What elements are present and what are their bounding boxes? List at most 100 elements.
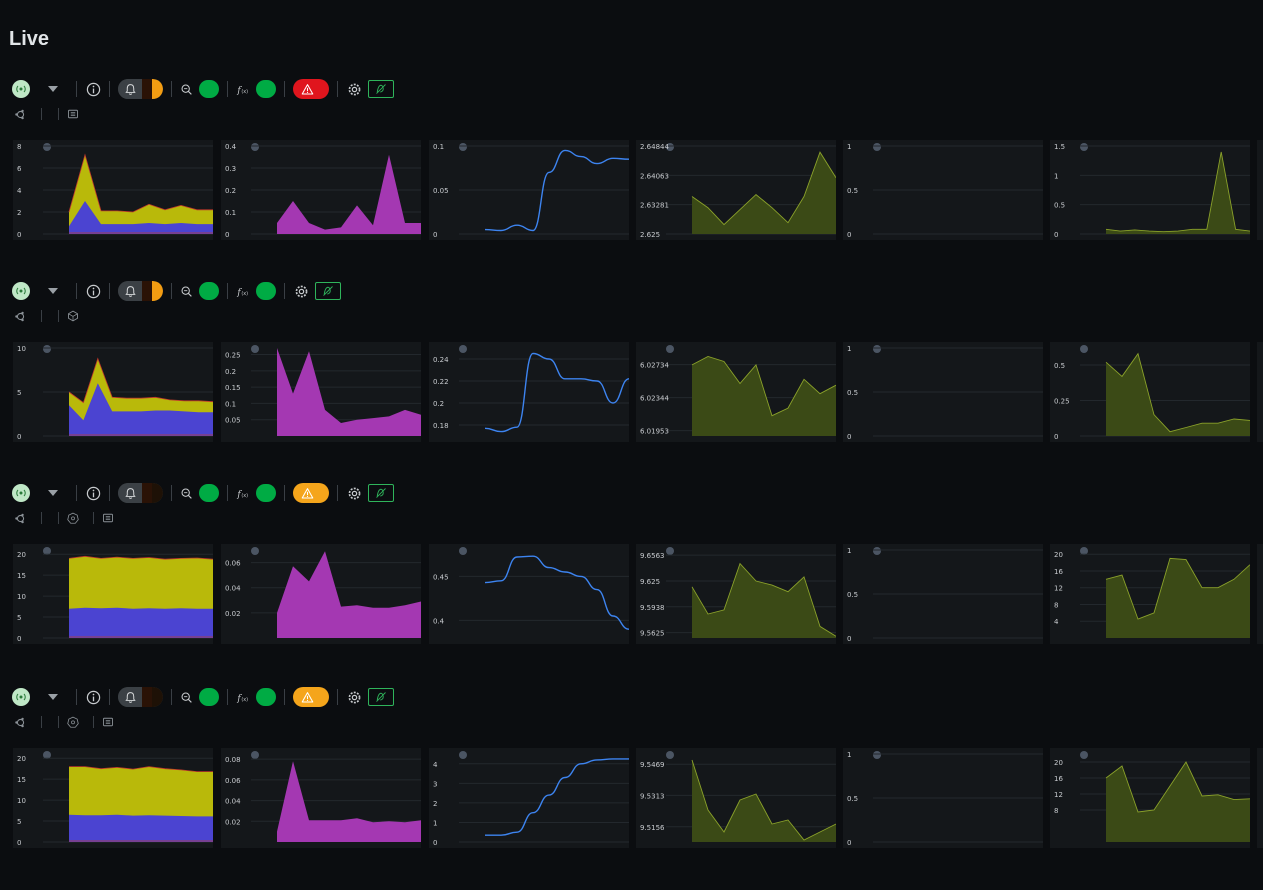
y-tick-label: 0.24 — [433, 356, 449, 364]
status-badge[interactable] — [293, 79, 329, 99]
chart-disk[interactable]: 20 16 12 8 4 — [1050, 544, 1250, 644]
functions-toggle[interactable] — [256, 80, 276, 98]
divider — [337, 81, 338, 97]
functions-toggle-group: f (x) — [236, 282, 276, 300]
divider — [284, 81, 285, 97]
chart-mem[interactable]: 9.6563 9.625 9.5938 9.5625 — [636, 544, 836, 644]
ubuntu-logo-icon — [15, 717, 25, 727]
function-icon: f (x) — [236, 693, 248, 703]
divider — [109, 689, 110, 705]
y-tick-label: 0.02 — [225, 818, 241, 826]
node-info-line — [14, 510, 120, 526]
chart-swap[interactable]: 1 0.5 0 — [843, 342, 1043, 442]
info-button[interactable] — [85, 81, 101, 97]
tag-icon — [67, 716, 79, 728]
health-toggle[interactable] — [199, 484, 219, 502]
chart-cpu[interactable]: 20 15 10 5 0 — [13, 544, 213, 644]
chart-iowait[interactable]: 0.4 0.3 0.2 0.1 0 — [221, 140, 421, 240]
info-icon — [86, 690, 100, 704]
chart-load[interactable]: 0.1 0.05 0 — [429, 140, 629, 240]
y-tick-label: 16 — [1054, 775, 1063, 783]
netdata-badge — [873, 345, 881, 353]
netdata-badge — [251, 547, 259, 555]
health-toggle[interactable] — [199, 688, 219, 706]
divider — [171, 81, 172, 97]
netdata-badge — [1080, 143, 1088, 151]
settings-button[interactable] — [346, 81, 362, 97]
functions-toggle[interactable] — [256, 484, 276, 502]
chart-disk[interactable]: 1.5 1 0.5 0 — [1050, 140, 1250, 240]
anomaly-button[interactable] — [368, 484, 394, 502]
alarms-counter[interactable] — [118, 281, 163, 301]
alarms-counter[interactable] — [118, 79, 163, 99]
functions-toggle[interactable] — [256, 282, 276, 300]
warning-alarm-count — [152, 687, 163, 707]
chart-cpu[interactable]: 10 5 0 — [13, 342, 213, 442]
anomaly-button[interactable] — [368, 688, 394, 706]
y-tick-label: 2 — [433, 800, 437, 808]
chevron-down-icon[interactable] — [48, 86, 58, 92]
chart-disk[interactable]: 20 16 12 8 — [1050, 748, 1250, 848]
chart-mem[interactable]: 6.02734 6.02344 6.01953 — [636, 342, 836, 442]
y-tick-label: 0.06 — [225, 560, 241, 568]
cpu-system-area — [69, 201, 213, 234]
kubernetes-icon — [67, 512, 79, 524]
chart-iowait[interactable]: 0.06 0.04 0.02 — [221, 544, 421, 644]
anomaly-button[interactable] — [315, 282, 341, 300]
chart-swap[interactable]: 1 0.5 0 — [843, 748, 1043, 848]
chart-load[interactable]: 4 3 2 1 0 — [429, 748, 629, 848]
settings-button[interactable] — [293, 283, 309, 299]
y-tick-label: 0.15 — [225, 384, 241, 392]
chart-svg: 8 6 4 2 0 — [17, 143, 213, 239]
divider — [109, 485, 110, 501]
divider — [41, 310, 42, 322]
chart-swap[interactable]: 1 0.5 0 — [843, 140, 1043, 240]
y-tick-label: 10 — [17, 797, 26, 805]
critical-alarm-count — [142, 687, 152, 707]
page-title: Live — [9, 28, 50, 50]
chevron-down-icon[interactable] — [48, 694, 58, 700]
alarms-counter[interactable] — [118, 687, 163, 707]
chart-load[interactable]: 0.24 0.22 0.2 0.18 — [429, 342, 629, 442]
health-toggle[interactable] — [199, 282, 219, 300]
chart-svg: 20 15 10 5 0 — [17, 547, 213, 643]
chart-svg: 0.45 0.4 — [433, 547, 629, 630]
y-tick-label: 20 — [17, 755, 26, 763]
settings-button[interactable] — [346, 485, 362, 501]
disk-line — [1105, 557, 1250, 620]
chart-mem[interactable]: 9.5469 9.5313 9.5156 — [636, 748, 836, 848]
gear-icon — [348, 691, 360, 703]
info-button[interactable] — [85, 485, 101, 501]
chart-load[interactable]: 0.45 0.4 — [429, 544, 629, 644]
alarm-bell — [118, 687, 142, 707]
chart-iowait[interactable]: 0.25 0.2 0.15 0.1 0.05 — [221, 342, 421, 442]
chart-svg: 20 16 12 8 — [1054, 751, 1250, 842]
y-tick-label: 9.6563 — [640, 552, 665, 560]
chart-iowait[interactable]: 0.08 0.06 0.04 0.02 — [221, 748, 421, 848]
chart-svg: 2.64844 2.64063 2.63281 2.625 — [640, 143, 836, 239]
chart-cpu[interactable]: 20 15 10 5 0 — [13, 748, 213, 848]
chevron-down-icon[interactable] — [48, 490, 58, 496]
y-tick-label: 0.5 — [847, 795, 858, 803]
status-badge[interactable] — [293, 687, 329, 707]
settings-button[interactable] — [346, 689, 362, 705]
chart-swap[interactable]: 1 0.5 0 — [843, 544, 1043, 644]
y-tick-label: 0.2 — [225, 368, 236, 376]
anomaly-off-icon — [376, 488, 386, 498]
functions-toggle[interactable] — [256, 688, 276, 706]
svg-text:f: f — [236, 489, 242, 499]
chart-mem[interactable]: 2.64844 2.64063 2.63281 2.625 — [636, 140, 836, 240]
info-button[interactable] — [85, 283, 101, 299]
anomaly-button[interactable] — [368, 80, 394, 98]
health-toggle[interactable] — [199, 80, 219, 98]
mem-area — [692, 152, 836, 234]
y-tick-label: 15 — [17, 776, 26, 784]
alarms-counter[interactable] — [118, 483, 163, 503]
mem-area — [692, 760, 836, 842]
chevron-down-icon[interactable] — [48, 288, 58, 294]
status-badge[interactable] — [293, 483, 329, 503]
chart-cpu[interactable]: 8 6 4 2 0 — [13, 140, 213, 240]
divider — [171, 689, 172, 705]
chart-disk[interactable]: 0.5 0.25 0 — [1050, 342, 1250, 442]
info-button[interactable] — [85, 689, 101, 705]
